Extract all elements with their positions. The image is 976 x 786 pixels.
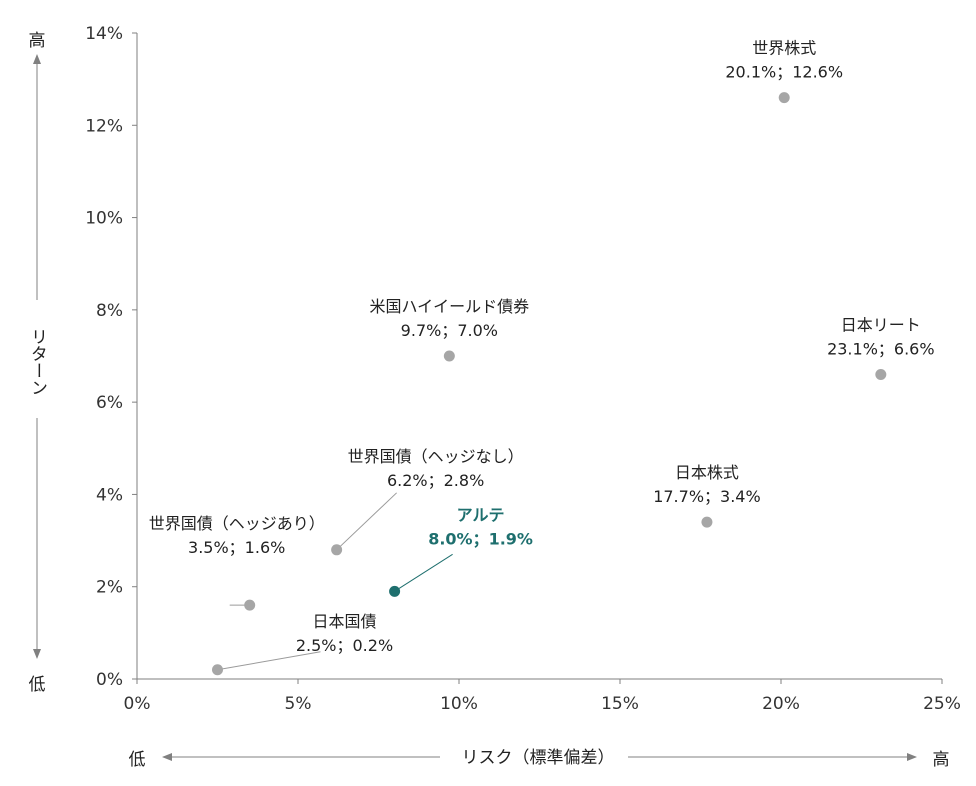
- x-tick-label: 0%: [124, 694, 151, 714]
- y-tick-label: 4%: [96, 485, 123, 505]
- y-tick-label: 0%: [96, 670, 123, 690]
- point-name-label: 日本リート: [841, 315, 921, 334]
- y-axis-high-label: 高: [29, 31, 46, 51]
- leader-line: [394, 553, 453, 592]
- y-axis-low-label: 低: [29, 675, 46, 695]
- y-tick-label: 12%: [85, 116, 123, 136]
- point-value-label: 2.5%；0.2%: [296, 636, 393, 655]
- data-point: [778, 92, 790, 104]
- point-name-label: 世界株式: [752, 39, 816, 58]
- x-axis-low-label: 低: [129, 750, 146, 770]
- y-tick-label: 6%: [96, 393, 123, 413]
- point-value-label: 23.1%；6.6%: [827, 339, 934, 358]
- point-name-label: 世界国債（ヘッジあり）: [149, 514, 325, 533]
- y-tick-label: 10%: [85, 209, 123, 229]
- point-value-label: 8.0%；1.9%: [428, 529, 533, 548]
- point-name-label: 日本株式: [675, 463, 739, 482]
- point-name-label: 世界国債（ヘッジなし）: [348, 447, 524, 466]
- point-value-label: 3.5%；1.6%: [188, 538, 285, 557]
- x-axis-label: リスク（標準偏差）: [462, 748, 615, 768]
- leader-lines: [217, 492, 453, 671]
- data-point: [875, 368, 887, 380]
- data-point: [212, 664, 223, 676]
- point-name-label: 日本国債: [312, 612, 376, 631]
- data-point: [701, 516, 713, 528]
- y-tick-label: 14%: [85, 24, 123, 44]
- data-point: [443, 350, 455, 362]
- data-points: [212, 92, 887, 676]
- point-value-label: 17.7%；3.4%: [653, 487, 760, 506]
- leader-line: [336, 492, 397, 551]
- x-tick-label: 10%: [440, 694, 478, 714]
- y-tick-label: 2%: [96, 578, 123, 598]
- data-point: [389, 585, 401, 597]
- y-axis-ticks: 0% 2% 4% 6% 8% 10% 12% 14%: [85, 24, 137, 690]
- point-value-label: 20.1%；12.6%: [725, 63, 843, 82]
- x-tick-label: 25%: [923, 694, 961, 714]
- y-tick-label: 8%: [96, 301, 123, 321]
- x-tick-label: 5%: [285, 694, 312, 714]
- x-tick-label: 20%: [762, 694, 800, 714]
- data-labels: 世界株式 20.1%；12.6% 米国ハイイールド債券 9.7%；7.0% 日本リート 2…: [149, 39, 935, 655]
- point-value-label: 6.2%；2.8%: [387, 471, 484, 490]
- x-tick-label: 15%: [601, 694, 639, 714]
- data-point: [244, 599, 256, 611]
- x-axis-ticks: 0% 5% 10% 15% 20% 25%: [124, 679, 961, 714]
- point-value-label: 9.7%；7.0%: [401, 321, 498, 340]
- data-point: [331, 544, 343, 556]
- y-axis-label: リターン: [27, 328, 47, 396]
- leader-line: [217, 651, 321, 671]
- point-name-label: 米国ハイイールド債券: [369, 297, 529, 316]
- point-name-label: アルテ: [457, 505, 505, 524]
- x-axis-high-label: 高: [933, 750, 950, 770]
